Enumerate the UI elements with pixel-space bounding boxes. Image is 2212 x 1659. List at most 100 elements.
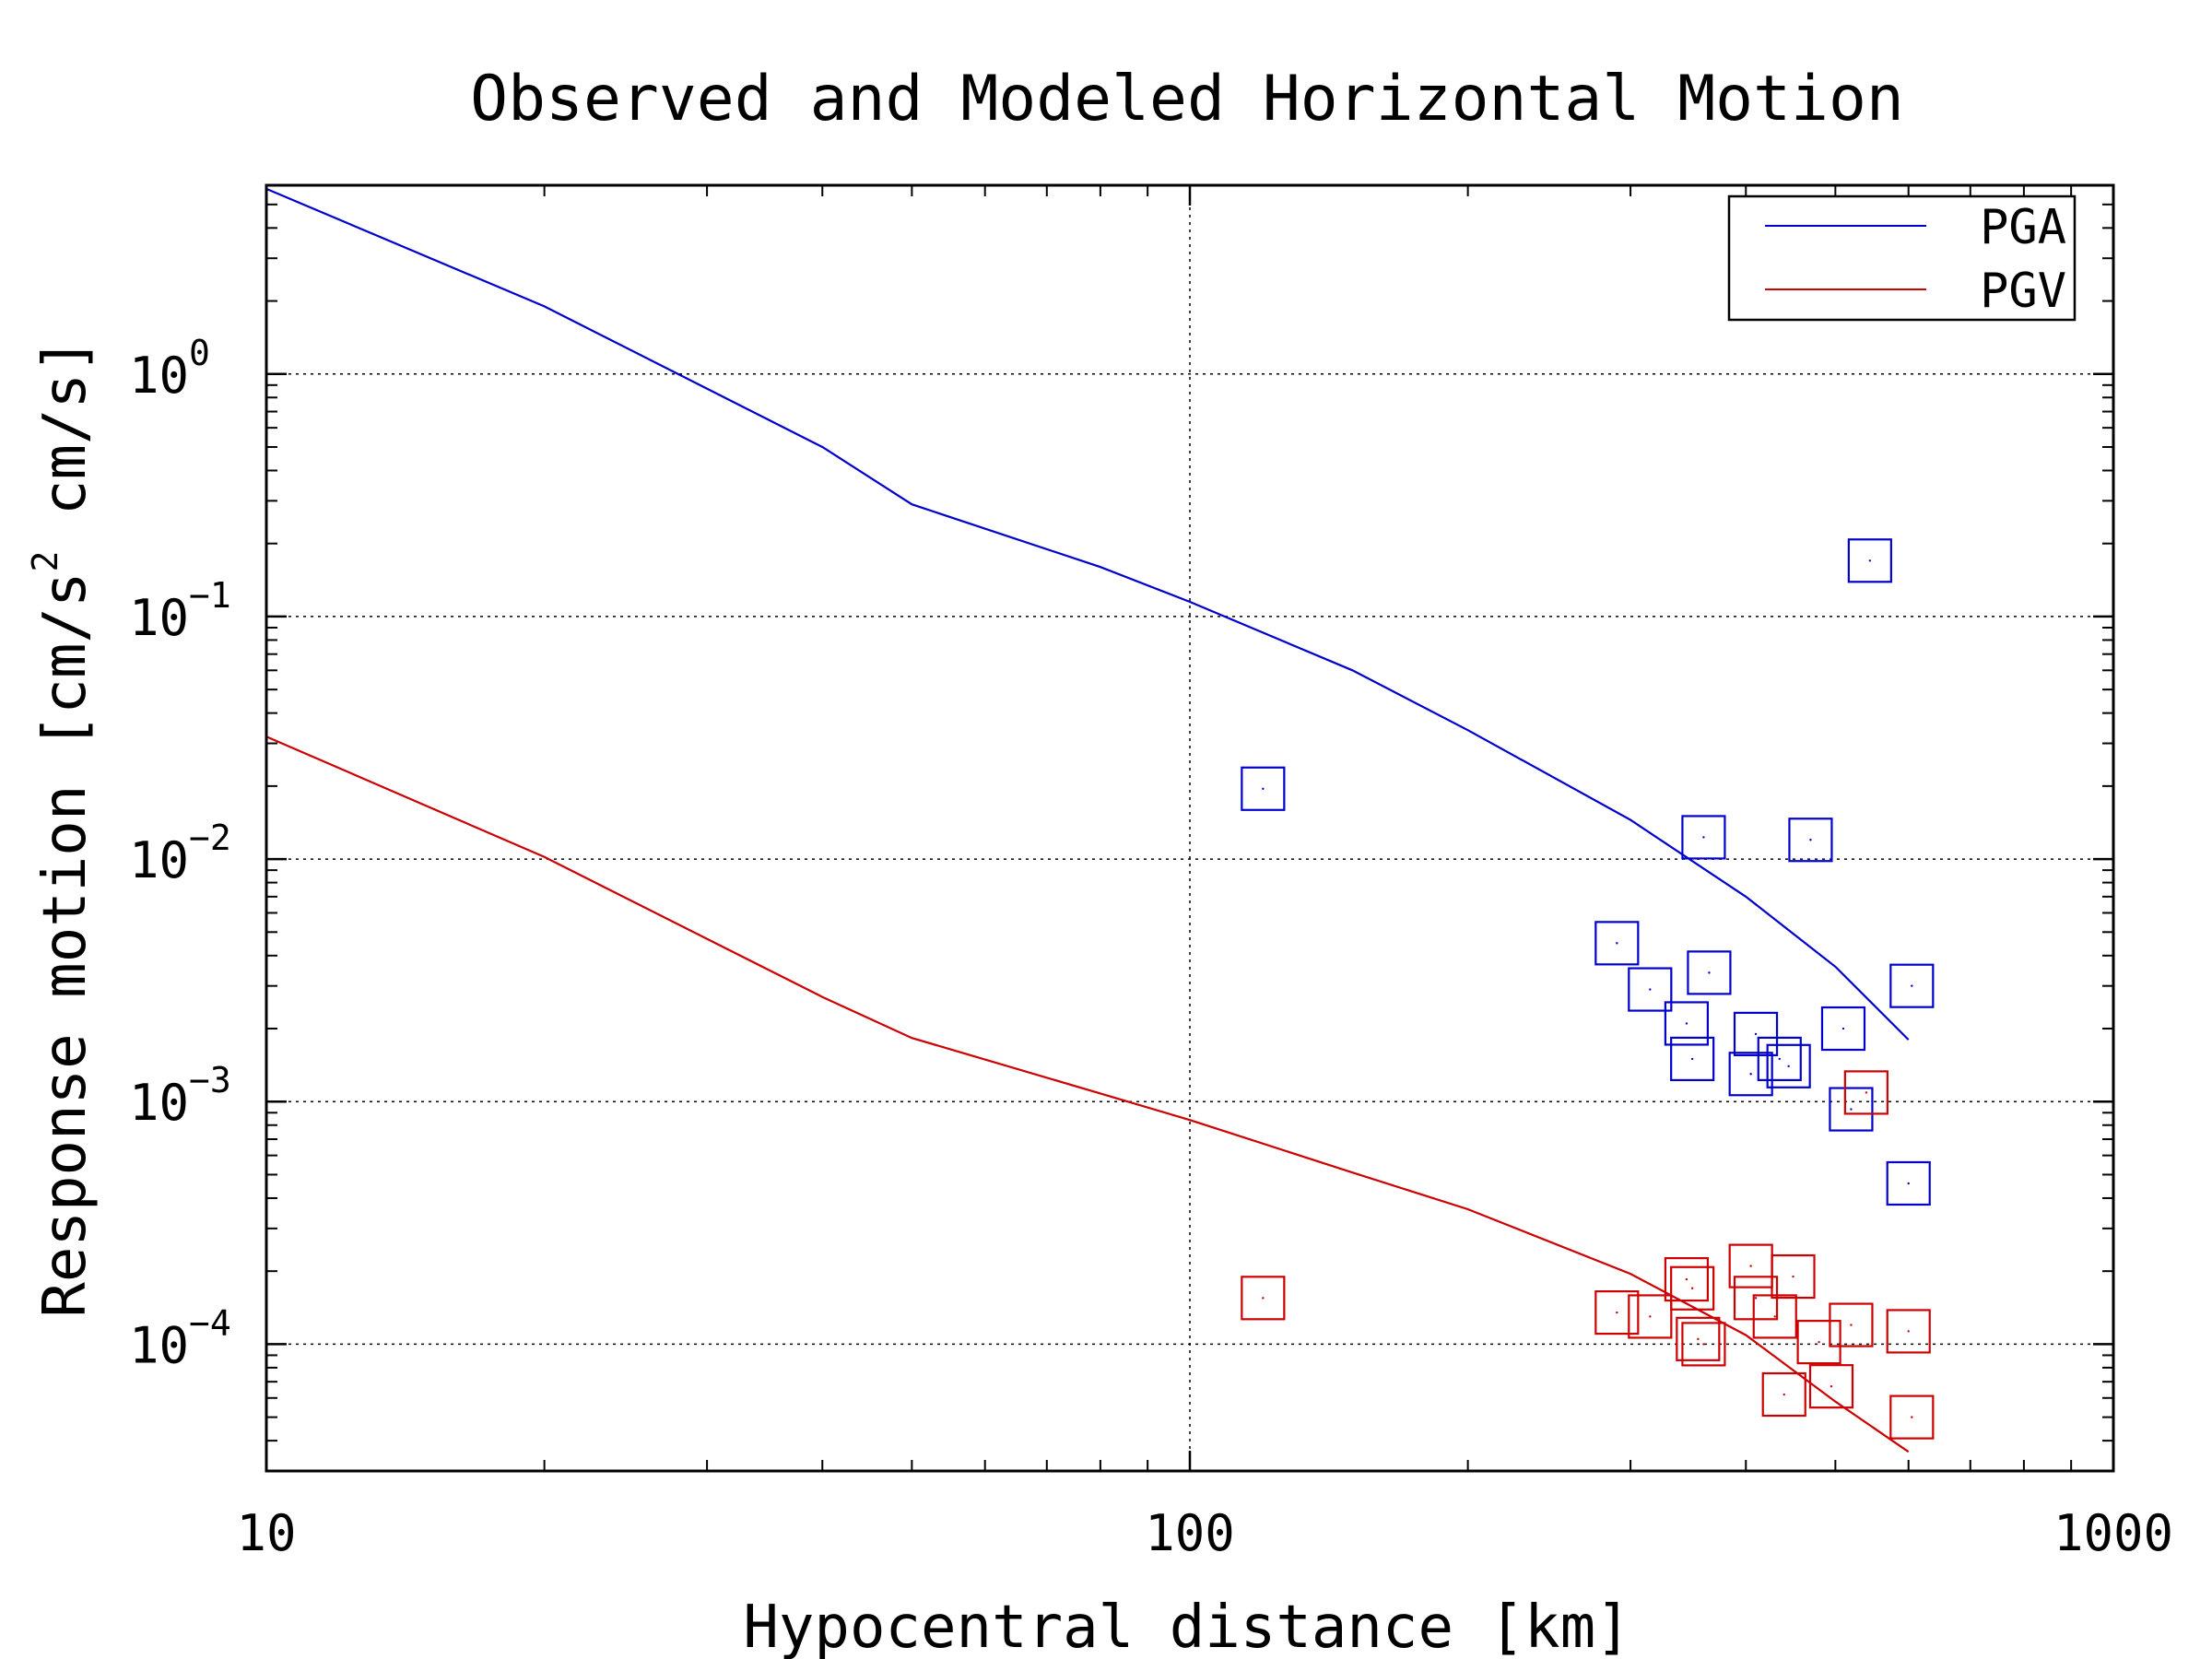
obs-marker-dot-pgv (1911, 1416, 1913, 1418)
obs-marker-dot-pga (1690, 1057, 1694, 1061)
obs-marker-pga (1889, 963, 1935, 1008)
obs-marker-pgv (1752, 1294, 1797, 1339)
y-tick-base: 10 (129, 347, 189, 405)
obs-marker-pgv (1808, 1364, 1854, 1409)
y-axis-label: Response motion [cm/s2 cm/s] (25, 337, 100, 1317)
observation-markers (1241, 538, 1935, 1440)
obs-marker-dot-pga (1809, 839, 1812, 841)
y-tick-exponent: −1 (189, 575, 231, 616)
x-tick-label: 10 (236, 1504, 296, 1562)
obs-marker-dot-pgv (1907, 1330, 1910, 1333)
obs-marker-dot-pgv (1773, 1315, 1776, 1318)
y-axis-label-suffix: cm/s] (31, 337, 100, 550)
axis-ticks (265, 185, 2115, 1472)
series-line-pgv (265, 735, 1910, 1453)
y-tick-base: 10 (129, 831, 189, 889)
obs-marker-dot-pgv (1792, 1275, 1794, 1278)
obs-marker-pgv (1843, 1070, 1888, 1115)
y-tick-exponent: −4 (189, 1302, 231, 1343)
obs-marker-pgv (1796, 1320, 1841, 1365)
legend-label-pgv: PGV (1980, 264, 2066, 319)
obs-marker-dot-pga (1749, 1073, 1752, 1076)
y-tick-base: 10 (129, 589, 189, 647)
y-axis-label-prefix: Response motion [cm/s (31, 571, 100, 1317)
obs-marker-dot-pgv (1749, 1265, 1752, 1267)
obs-marker-dot-pgv (1783, 1393, 1785, 1396)
obs-marker-dot-pga (1708, 971, 1711, 974)
obs-marker-dot-pgv (1697, 1337, 1700, 1341)
obs-marker-pga (1594, 921, 1640, 966)
obs-marker-dot-pga (1841, 1027, 1845, 1030)
legend: PGA PGV (1727, 194, 2077, 322)
obs-marker-pga (1886, 1160, 1931, 1206)
y-tick-label: 10−1 (129, 575, 231, 647)
obs-marker-pga (1820, 1006, 1866, 1052)
obs-marker-dot-pgv (1685, 1277, 1688, 1281)
x-tick-labels: 10 100 1000 (236, 1504, 2173, 1562)
obs-marker-pga (1628, 967, 1673, 1012)
y-tick-base: 10 (129, 1316, 189, 1374)
obs-marker-dot-pga (1649, 988, 1652, 991)
obs-marker-dot-pga (1907, 1182, 1910, 1185)
plot-frame (265, 183, 2115, 1473)
obs-marker-pga (1687, 950, 1732, 995)
obs-marker-pga (1681, 815, 1726, 860)
y-tick-exponent: −3 (189, 1060, 231, 1100)
obs-marker-dot-pgv (1649, 1315, 1652, 1318)
obs-marker-pgv (1681, 1322, 1726, 1367)
y-tick-exponent: 0 (189, 333, 210, 373)
obs-marker-pga (1829, 1087, 1874, 1132)
legend-label-pga: PGA (1980, 200, 2066, 255)
obs-marker-dot-pgv (1690, 1287, 1694, 1289)
obs-marker-pga (1728, 1052, 1773, 1097)
obs-marker-dot-pgv (1754, 1297, 1758, 1300)
obs-marker-pgv (1664, 1256, 1709, 1302)
obs-marker-pgv (1886, 1309, 1931, 1354)
obs-marker-dot-pga (1850, 1108, 1853, 1111)
x-tick-label: 1000 (2053, 1504, 2173, 1562)
obs-marker-pgv (1829, 1302, 1874, 1347)
obs-marker-pga (1670, 1036, 1715, 1082)
obs-marker-dot-pgv (1818, 1340, 1820, 1344)
obs-marker-dot-pga (1868, 559, 1872, 562)
series-line-pga (265, 187, 1910, 1041)
obs-marker-pga (1757, 1036, 1802, 1082)
obs-marker-dot-pgv (1865, 1091, 1868, 1094)
obs-marker-dot-pga (1685, 1022, 1688, 1025)
chart-title: Observed and Modeled Horizontal Motion (470, 63, 1904, 135)
y-tick-label: 100 (129, 333, 210, 405)
y-tick-exponent: −2 (189, 818, 231, 858)
obs-marker-pgv (1889, 1394, 1935, 1440)
obs-marker-pga (1241, 766, 1286, 811)
obs-marker-pgv (1594, 1290, 1640, 1335)
obs-marker-dot-pga (1702, 836, 1705, 839)
obs-marker-dot-pga (1787, 1065, 1790, 1067)
y-axis-label-superscript: 2 (25, 551, 65, 572)
obs-marker-pga (1733, 1011, 1779, 1056)
obs-marker-pgv (1628, 1294, 1673, 1339)
obs-marker-dot-pga (1754, 1032, 1758, 1036)
y-tick-label: 10−3 (129, 1060, 231, 1132)
obs-marker-dot-pga (1911, 984, 1913, 987)
obs-marker-pgv (1676, 1316, 1721, 1361)
obs-marker-dot-pga (1262, 787, 1265, 790)
grid-lines (266, 185, 2113, 1471)
obs-marker-pgv (1241, 1276, 1286, 1321)
obs-marker-pga (1847, 538, 1892, 583)
obs-marker-pgv (1761, 1371, 1806, 1418)
obs-marker-pgv (1771, 1253, 1816, 1300)
obs-marker-dot-pgv (1830, 1384, 1833, 1388)
obs-marker-dot-pga (1778, 1057, 1781, 1061)
obs-marker-dot-pgv (1702, 1343, 1705, 1346)
obs-marker-dot-pgv (1262, 1297, 1265, 1300)
x-axis-label: Hypocentral distance [km] (743, 1594, 1630, 1659)
legend-box (1727, 194, 2077, 322)
obs-marker-pga (1766, 1043, 1811, 1088)
obs-marker-pga (1788, 818, 1833, 863)
y-tick-label: 10−2 (129, 818, 231, 889)
obs-marker-pgv (1670, 1265, 1715, 1311)
model-curves (265, 187, 1910, 1453)
x-tick-label: 100 (1145, 1504, 1235, 1562)
